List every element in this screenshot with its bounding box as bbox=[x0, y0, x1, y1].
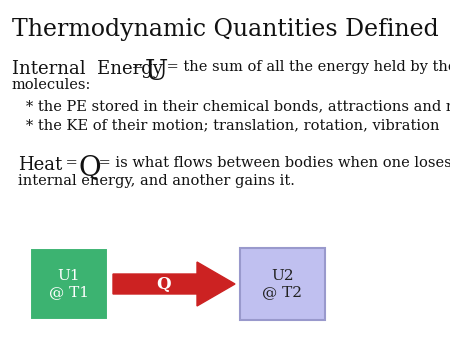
Text: U2
@ T2: U2 @ T2 bbox=[262, 269, 302, 299]
Text: U: U bbox=[145, 59, 168, 86]
Bar bbox=[30, 248, 108, 320]
Text: =: = bbox=[61, 156, 78, 170]
Text: =: = bbox=[127, 60, 144, 74]
Polygon shape bbox=[113, 262, 235, 306]
Text: = the sum of all the energy held by the: = the sum of all the energy held by the bbox=[162, 60, 450, 74]
Text: Thermodynamic Quantities Defined: Thermodynamic Quantities Defined bbox=[12, 18, 438, 41]
Text: molecules:: molecules: bbox=[12, 78, 91, 92]
Text: * the PE stored in their chemical bonds, attractions and repulsions: * the PE stored in their chemical bonds,… bbox=[12, 100, 450, 114]
Text: = is what flows between bodies when one loses: = is what flows between bodies when one … bbox=[94, 156, 450, 170]
Bar bbox=[240, 248, 325, 320]
Text: U1
@ T1: U1 @ T1 bbox=[49, 269, 89, 299]
Text: Heat: Heat bbox=[18, 156, 62, 174]
Text: Internal  Energy: Internal Energy bbox=[12, 60, 163, 78]
Text: Q: Q bbox=[157, 275, 171, 292]
Text: Q: Q bbox=[78, 155, 101, 182]
Text: internal energy, and another gains it.: internal energy, and another gains it. bbox=[18, 174, 295, 188]
Text: * the KE of their motion; translation, rotation, vibration: * the KE of their motion; translation, r… bbox=[12, 118, 440, 132]
